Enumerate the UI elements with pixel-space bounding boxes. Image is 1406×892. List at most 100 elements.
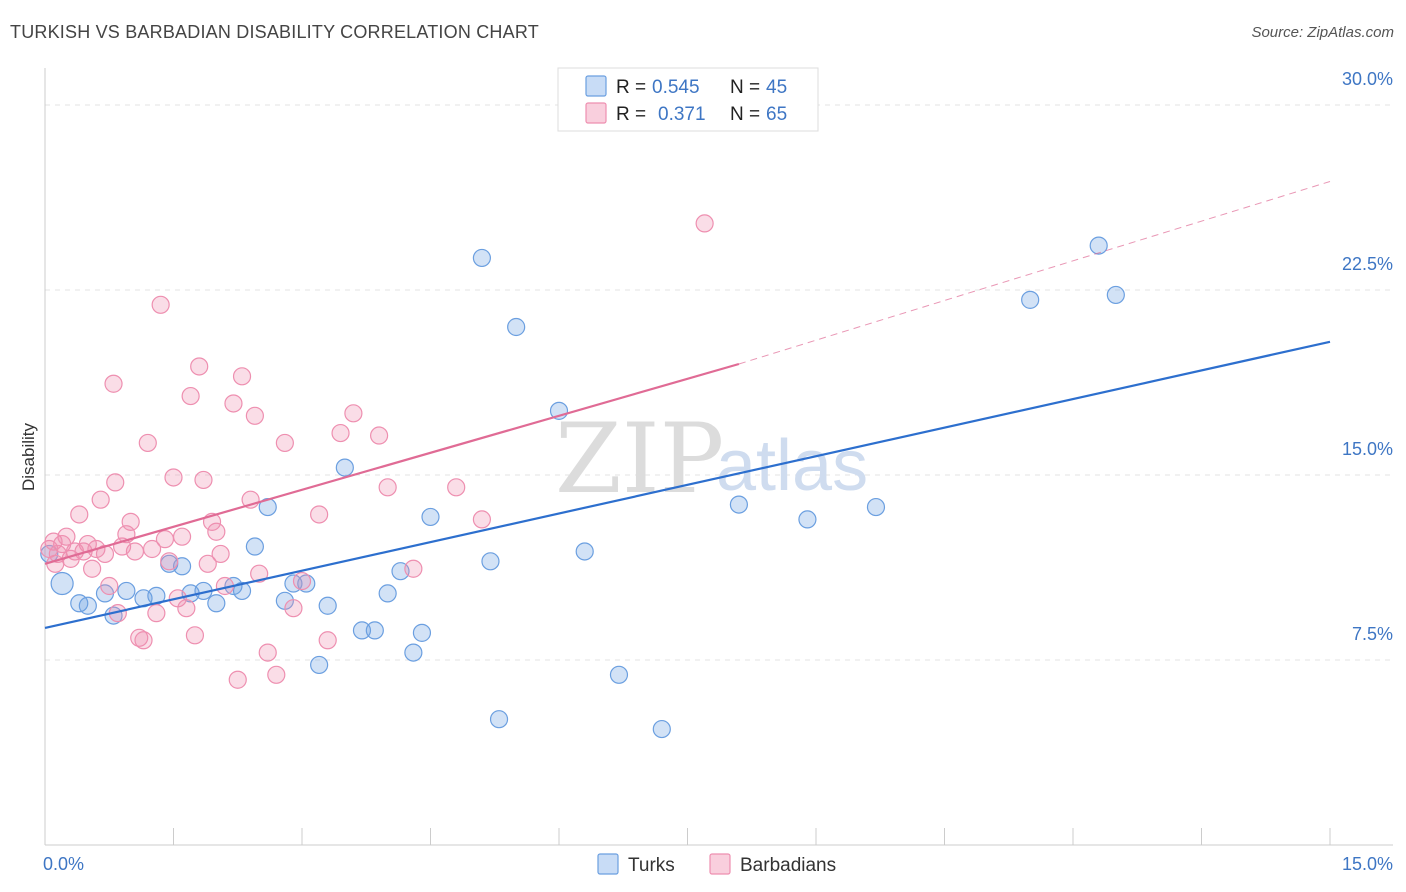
legend-n-label-2: N =: [730, 104, 760, 125]
barbadians-point: [57, 527, 76, 546]
turks-point: [481, 552, 500, 571]
barbadians-point: [232, 367, 252, 386]
legend: R = 0.545 N = 45 R = 0.371 N = 65: [557, 67, 819, 132]
turks-point: [1106, 285, 1125, 305]
x-tick-label-min: 0.0%: [43, 854, 84, 874]
turks-point: [352, 621, 372, 640]
turks-point: [472, 248, 491, 268]
barbadians-point: [106, 473, 125, 492]
barbadians-point: [138, 433, 157, 453]
bottom-legend: Turks Barbadians: [597, 853, 836, 876]
barbadians-point: [284, 599, 303, 618]
turks-point: [609, 665, 629, 684]
barbadians-point: [181, 386, 200, 406]
source-credit: Source: ZipAtlas.com: [1251, 24, 1394, 41]
turks-point: [365, 621, 384, 640]
legend-n-label-1: N =: [730, 77, 760, 98]
barbadians-point: [331, 423, 350, 443]
turks-point: [310, 655, 329, 675]
turks-point: [404, 643, 423, 662]
legend-r-label-2: R =: [616, 104, 646, 125]
barbadians-point: [46, 554, 65, 573]
barbadians-point: [155, 530, 175, 549]
barbadians-point: [228, 670, 247, 689]
bottom-legend-turks: Turks: [628, 855, 675, 876]
turks-point: [489, 710, 509, 729]
y-axis-title: Disability: [19, 422, 38, 491]
barbadians-point: [275, 433, 294, 453]
barbadians-point: [695, 214, 714, 233]
barbadians-point: [142, 539, 162, 559]
barbadians-point: [151, 295, 170, 314]
turks-point: [232, 581, 252, 601]
bottom-legend-swatch-barbadians: [709, 853, 731, 875]
barbadians-trendline: [44, 362, 740, 565]
turks-trendline: [44, 340, 1331, 630]
barbadians-point: [164, 468, 183, 487]
barbadians-point: [258, 643, 277, 662]
legend-n-value-2: 65: [766, 104, 787, 125]
turks-point: [507, 317, 526, 337]
barbadians-point: [447, 478, 466, 497]
turks-point: [207, 594, 226, 613]
legend-r-value-2: 0.371: [658, 104, 706, 125]
barbadians-point: [194, 470, 213, 490]
legend-r-label-1: R =: [616, 77, 646, 98]
barbadians-point: [172, 527, 192, 546]
barbadians-point: [83, 559, 102, 578]
watermark-atlas: atlas: [716, 426, 868, 506]
trendlines: [44, 180, 1331, 630]
turks-point: [729, 495, 749, 514]
x-tick-label-max: 15.0%: [1342, 854, 1393, 874]
barbadians-point: [121, 512, 140, 531]
turks-point: [652, 719, 671, 739]
turks-point: [421, 507, 440, 527]
barbadians-point: [198, 554, 217, 573]
watermark-zip: ZIP: [555, 403, 724, 515]
barbadians-point: [310, 505, 329, 524]
chart-title: TURKISH VS BARBADIAN DISABILITY CORRELAT…: [10, 22, 539, 42]
turks-point: [50, 571, 74, 596]
turks-point: [78, 596, 97, 615]
barbadians-point: [267, 665, 286, 684]
gridlines: [45, 104, 1393, 661]
x-ticks: [44, 828, 1331, 845]
turks-point: [575, 542, 594, 561]
barbadians-point: [404, 559, 423, 578]
barbadians-point: [378, 478, 397, 497]
bottom-legend-swatch-turks: [597, 853, 619, 875]
legend-n-value-1: 45: [766, 77, 787, 98]
turks-point: [117, 581, 136, 601]
barbadians-point: [370, 426, 389, 445]
barbadians-point: [190, 357, 209, 376]
turks-point: [245, 537, 264, 556]
barbadians-trendline-extension: [738, 180, 1331, 365]
barbadians-point: [472, 510, 491, 529]
barbadians-point: [177, 599, 196, 618]
barbadians-point: [91, 490, 110, 509]
x-tick-labels: 0.0% 15.0%: [43, 854, 1393, 874]
y-tick-label: 15.0%: [1342, 439, 1393, 459]
legend-r-value-1: 0.545: [652, 77, 700, 98]
barbadians-point: [318, 631, 337, 650]
turks-point: [335, 458, 354, 477]
y-tick-label: 30.0%: [1342, 69, 1393, 89]
turks-point: [318, 596, 337, 615]
turks-point: [1089, 236, 1108, 255]
barbadians-point: [224, 394, 243, 413]
bottom-legend-barbadians: Barbadians: [740, 855, 836, 876]
barbadians-point: [211, 544, 230, 564]
turks-point: [798, 510, 817, 529]
barbadians-point: [125, 542, 145, 561]
barbadians-point: [344, 404, 363, 423]
barbadians-point: [100, 576, 119, 596]
barbadians-point: [292, 571, 312, 591]
barbadians-point: [160, 552, 179, 571]
turks-point: [378, 584, 397, 603]
barbadians-point: [207, 522, 226, 541]
axes: [44, 68, 1393, 846]
barbadians-point: [185, 626, 205, 645]
turks-point: [412, 623, 432, 642]
turks-point: [866, 497, 886, 517]
y-tick-label: 7.5%: [1352, 624, 1393, 644]
